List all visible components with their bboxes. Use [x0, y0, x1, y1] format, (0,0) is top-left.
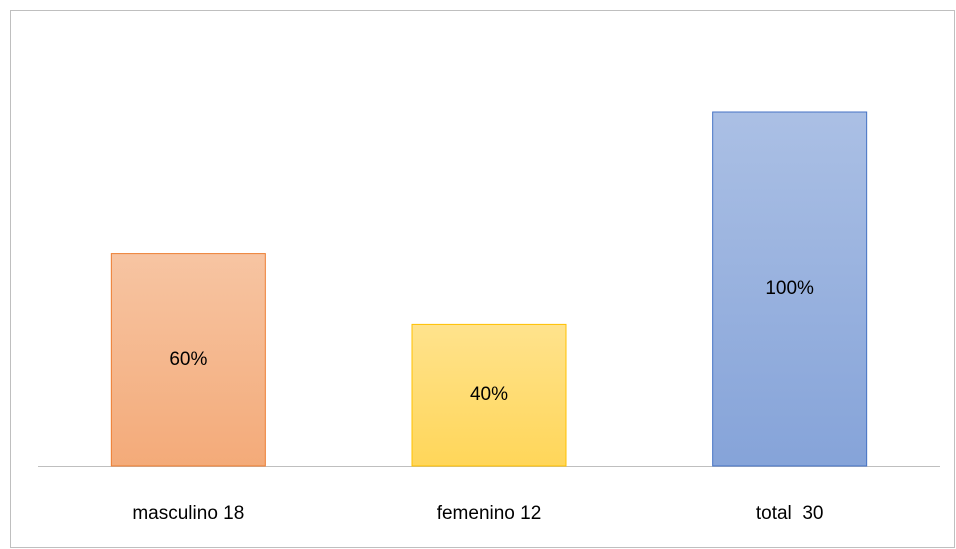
- value-label: 60%: [169, 349, 207, 370]
- value-label: 100%: [765, 278, 814, 299]
- x-tick-label: masculino 18: [132, 503, 244, 524]
- bar: [712, 111, 868, 467]
- bar: [110, 253, 266, 467]
- x-tick-label: total 30: [756, 503, 824, 524]
- x-tick-label: femenino 12: [437, 503, 542, 524]
- value-label: 40%: [470, 384, 508, 405]
- bar: [411, 323, 567, 467]
